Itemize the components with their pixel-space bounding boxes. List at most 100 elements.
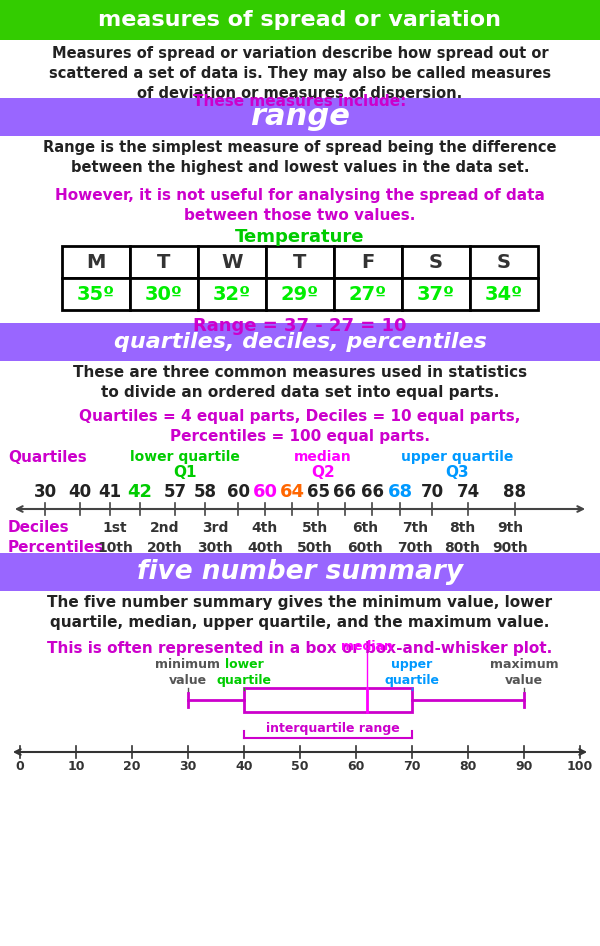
Text: 70th: 70th [397,541,433,555]
Bar [62,246,130,278]
Text: 58: 58 [193,483,217,501]
Text: 40: 40 [235,760,253,773]
Text: five number summary: five number summary [137,559,463,585]
Text: 6th: 6th [352,521,378,535]
Text: 29º: 29º [281,285,319,304]
Text: 30: 30 [34,483,56,501]
Text: upper quartile: upper quartile [401,450,513,464]
Text: median: median [341,640,393,653]
Text: upper
quartile: upper quartile [385,658,439,687]
Text: 10: 10 [67,760,85,773]
Text: 74: 74 [457,483,479,501]
Text: 0: 0 [16,760,25,773]
Text: 7th: 7th [402,521,428,535]
Bar [402,246,470,278]
Text: 90th: 90th [492,541,528,555]
Text: 35º: 35º [77,285,115,304]
Text: Quartiles = 4 equal parts, Deciles = 10 equal parts,
Percentiles = 100 equal par: Quartiles = 4 equal parts, Deciles = 10 … [79,409,521,444]
Text: lower quartile: lower quartile [130,450,240,464]
Bar [62,278,130,310]
Text: W: W [221,253,243,272]
Text: T: T [157,253,170,272]
Text: M: M [86,253,106,272]
Text: S: S [497,253,511,272]
Text: 40: 40 [68,483,92,501]
Bar [130,278,198,310]
Bar [198,278,266,310]
Text: 30º: 30º [145,285,183,304]
Text: These are three common measures used in statistics
to divide an ordered data set: These are three common measures used in … [73,365,527,400]
Text: 65: 65 [307,483,329,501]
Text: 66: 66 [361,483,383,501]
Bar [130,246,198,278]
Text: Range is the simplest measure of spread being the difference
between the highest: Range is the simplest measure of spread … [43,140,557,175]
Text: interquartile range: interquartile range [266,722,400,735]
Text: 57: 57 [163,483,187,501]
Bar [0,553,600,591]
Bar [470,246,538,278]
Text: minimum
value: minimum value [155,658,221,687]
Bar [402,278,470,310]
Text: 66: 66 [334,483,356,501]
Text: 30: 30 [179,760,197,773]
Text: Deciles: Deciles [8,520,70,535]
Text: 90: 90 [515,760,533,773]
Bar [0,98,600,136]
Text: T: T [293,253,307,272]
Text: 60: 60 [227,483,250,501]
Text: However, it is not useful for analysing the spread of data
between those two val: However, it is not useful for analysing … [55,188,545,223]
Text: 20: 20 [123,760,141,773]
Text: 50: 50 [291,760,309,773]
Text: 60th: 60th [347,541,383,555]
Text: 80th: 80th [444,541,480,555]
Text: 64: 64 [280,483,305,501]
Bar [334,278,402,310]
Text: 5th: 5th [302,521,328,535]
Bar [0,0,600,40]
Bar [470,278,538,310]
Bar [266,246,334,278]
Bar [198,246,266,278]
Text: 1st: 1st [103,521,127,535]
Text: F: F [361,253,374,272]
Text: Measures of spread or variation describe how spread out or
scattered a set of da: Measures of spread or variation describe… [49,46,551,100]
Text: 80: 80 [460,760,476,773]
Text: quartiles, deciles, percentiles: quartiles, deciles, percentiles [113,332,487,352]
Text: 42: 42 [128,483,152,501]
Text: 4th: 4th [252,521,278,535]
Text: 27º: 27º [349,285,387,304]
Text: Quartiles: Quartiles [8,450,87,465]
Bar [334,246,402,278]
Text: Percentiles: Percentiles [8,540,104,555]
Text: 60: 60 [253,483,277,501]
Text: 32º: 32º [213,285,251,304]
Text: 100: 100 [567,760,593,773]
Text: Temperature: Temperature [235,228,365,246]
Text: 70: 70 [421,483,443,501]
Text: Q3: Q3 [445,465,469,480]
Bar [244,688,412,712]
Text: 68: 68 [388,483,413,501]
Text: Q2: Q2 [311,465,335,480]
Text: median: median [294,450,352,464]
Text: 60: 60 [347,760,365,773]
Text: range: range [250,102,350,131]
Text: 20th: 20th [147,541,183,555]
Text: These measures include:: These measures include: [193,94,407,109]
Text: This is often represented in a box or box-and-whisker plot.: This is often represented in a box or bo… [47,641,553,656]
Bar [266,278,334,310]
Text: 34º: 34º [485,285,523,304]
Text: 41: 41 [98,483,122,501]
Text: Range = 37 - 27 = 10: Range = 37 - 27 = 10 [193,317,407,335]
Text: 2nd: 2nd [150,521,180,535]
Bar [0,323,600,361]
Text: 10th: 10th [97,541,133,555]
Text: 3rd: 3rd [202,521,228,535]
Text: 8th: 8th [449,521,475,535]
Text: maximum
value: maximum value [490,658,559,687]
Text: 37º: 37º [417,285,455,304]
Text: Q1: Q1 [173,465,197,480]
Text: S: S [429,253,443,272]
Text: measures of spread or variation: measures of spread or variation [98,10,502,30]
Text: 88: 88 [503,483,527,501]
